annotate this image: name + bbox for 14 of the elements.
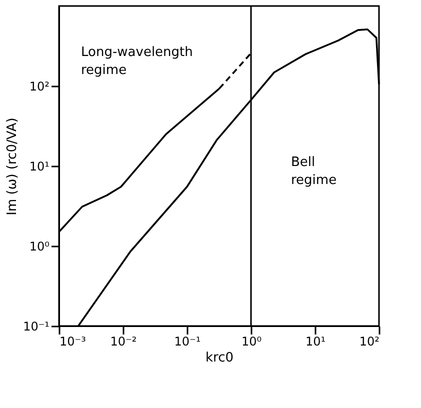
x-tick-label: 10⁻³ [60, 334, 86, 348]
x-tick-label: 10⁻² [110, 334, 137, 348]
y-tick-label: 10¹ [29, 160, 50, 174]
y-tick-label: 10² [29, 80, 50, 94]
annotation: Bell regime [291, 155, 337, 188]
x-tick-label: 10⁰ [241, 334, 262, 348]
x-tick-label: 10⁻¹ [174, 334, 201, 348]
x-tick-label: 10² [359, 334, 380, 348]
x-axis-title: krc0 [205, 350, 234, 366]
y-tick-label: 10⁻¹ [23, 320, 50, 334]
annotation: Long-wavelength regime [81, 45, 193, 78]
x-tick-label: 10¹ [305, 334, 326, 348]
y-axis-title: Im (ω) (rc0/VA) [5, 118, 20, 216]
y-tick-label: 10⁰ [29, 240, 50, 254]
